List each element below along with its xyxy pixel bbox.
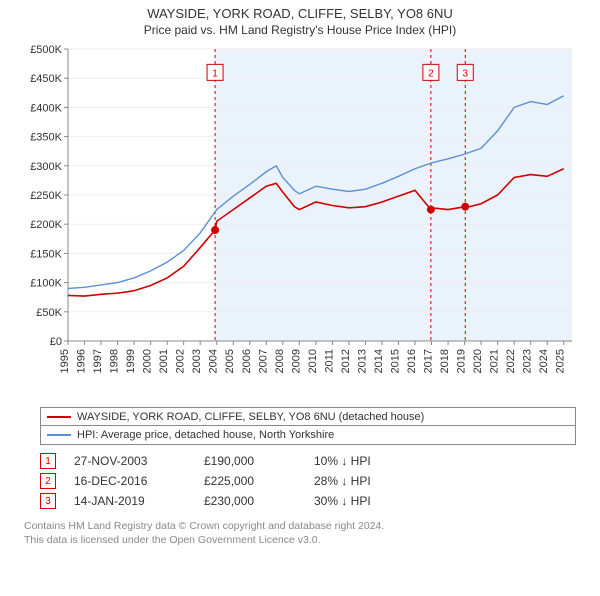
x-tick-label: 2010 — [307, 349, 319, 373]
x-tick-label: 2002 — [175, 349, 187, 373]
sales-date: 16-DEC-2016 — [74, 474, 204, 488]
x-tick-label: 2024 — [538, 349, 550, 373]
x-tick-label: 2014 — [373, 349, 385, 373]
sales-price: £190,000 — [204, 454, 314, 468]
footnote-line-2: This data is licensed under the Open Gov… — [24, 534, 321, 546]
marker-badge-text: 1 — [212, 68, 218, 79]
y-tick-label: £450K — [30, 73, 62, 85]
sales-price: £230,000 — [204, 494, 314, 508]
sales-badge: 3 — [40, 493, 56, 509]
x-tick-label: 2006 — [241, 349, 253, 373]
legend-swatch — [47, 434, 71, 436]
chart-area: £0 £50K £100K £150K £200K £250K £300K £350K £400… — [20, 41, 580, 401]
x-tick-label: 2016 — [406, 349, 418, 373]
footnote-line-1: Contains HM Land Registry data © Crown c… — [24, 520, 384, 532]
x-tick-label: 2019 — [456, 349, 468, 373]
y-tick-label: £150K — [30, 248, 62, 260]
x-tick-label: 1998 — [109, 349, 121, 373]
x-tick-label: 2023 — [522, 349, 534, 373]
y-tick-label: £250K — [30, 190, 62, 202]
x-tick-label: 2017 — [423, 349, 435, 373]
y-tick-label: £200K — [30, 219, 62, 231]
sales-delta: 10% ↓ HPI — [314, 454, 434, 468]
legend-label: WAYSIDE, YORK ROAD, CLIFFE, SELBY, YO8 6… — [77, 411, 424, 423]
y-tick-label: £400K — [30, 102, 62, 114]
x-tick-label: 2020 — [472, 349, 484, 373]
sales-delta: 28% ↓ HPI — [314, 474, 434, 488]
y-tick-label: £50K — [36, 307, 62, 319]
sales-table: 1 27-NOV-2003£190,00010% ↓ HPI 2 16-DEC-201… — [40, 453, 576, 509]
x-tick-label: 2004 — [208, 349, 220, 373]
sales-badge: 2 — [40, 473, 56, 489]
legend: WAYSIDE, YORK ROAD, CLIFFE, SELBY, YO8 6… — [40, 407, 576, 445]
x-tick-label: 2022 — [505, 349, 517, 373]
legend-row: HPI: Average price, detached house, Nort… — [41, 426, 575, 444]
x-tick-label: 1999 — [125, 349, 137, 373]
legend-swatch — [47, 416, 71, 418]
sales-date: 27-NOV-2003 — [74, 454, 204, 468]
legend-label: HPI: Average price, detached house, Nort… — [77, 429, 334, 441]
x-tick-label: 2001 — [158, 349, 170, 373]
sales-delta: 30% ↓ HPI — [314, 494, 434, 508]
sales-row: 3 14-JAN-2019£230,00030% ↓ HPI — [40, 493, 576, 509]
footnote: Contains HM Land Registry data © Crown c… — [24, 519, 576, 547]
x-tick-label: 2012 — [340, 349, 352, 373]
marker-badge-text: 2 — [428, 68, 434, 79]
x-tick-label: 2018 — [439, 349, 451, 373]
sales-price: £225,000 — [204, 474, 314, 488]
y-tick-label: £0 — [50, 336, 62, 348]
x-tick-label: 1997 — [92, 349, 104, 373]
sales-badge: 1 — [40, 453, 56, 469]
chart-subtitle: Price paid vs. HM Land Registry's House … — [0, 23, 600, 37]
x-tick-label: 1995 — [59, 349, 71, 373]
x-tick-label: 2005 — [224, 349, 236, 373]
x-tick-label: 2000 — [142, 349, 154, 373]
x-tick-label: 2003 — [191, 349, 203, 373]
chart-title: WAYSIDE, YORK ROAD, CLIFFE, SELBY, YO8 6… — [0, 6, 600, 21]
x-tick-label: 2021 — [489, 349, 501, 373]
chart-svg: £0 £50K £100K £150K £200K £250K £300K £350K £400… — [20, 41, 580, 401]
sales-row: 2 16-DEC-2016£225,00028% ↓ HPI — [40, 473, 576, 489]
sales-date: 14-JAN-2019 — [74, 494, 204, 508]
x-tick-label: 2015 — [389, 349, 401, 373]
y-tick-label: £350K — [30, 132, 62, 144]
y-tick-label: £100K — [30, 278, 62, 290]
x-tick-label: 2008 — [274, 349, 286, 373]
y-tick-label: £500K — [30, 44, 62, 56]
y-tick-label: £300K — [30, 161, 62, 173]
x-tick-label: 2009 — [290, 349, 302, 373]
x-tick-label: 2013 — [356, 349, 368, 373]
x-tick-label: 2025 — [555, 349, 567, 373]
marker-badge-text: 3 — [462, 68, 468, 79]
x-tick-label: 2007 — [257, 349, 269, 373]
x-tick-label: 2011 — [323, 349, 335, 373]
x-tick-label: 1996 — [76, 349, 88, 373]
legend-row: WAYSIDE, YORK ROAD, CLIFFE, SELBY, YO8 6… — [41, 408, 575, 426]
sales-row: 1 27-NOV-2003£190,00010% ↓ HPI — [40, 453, 576, 469]
